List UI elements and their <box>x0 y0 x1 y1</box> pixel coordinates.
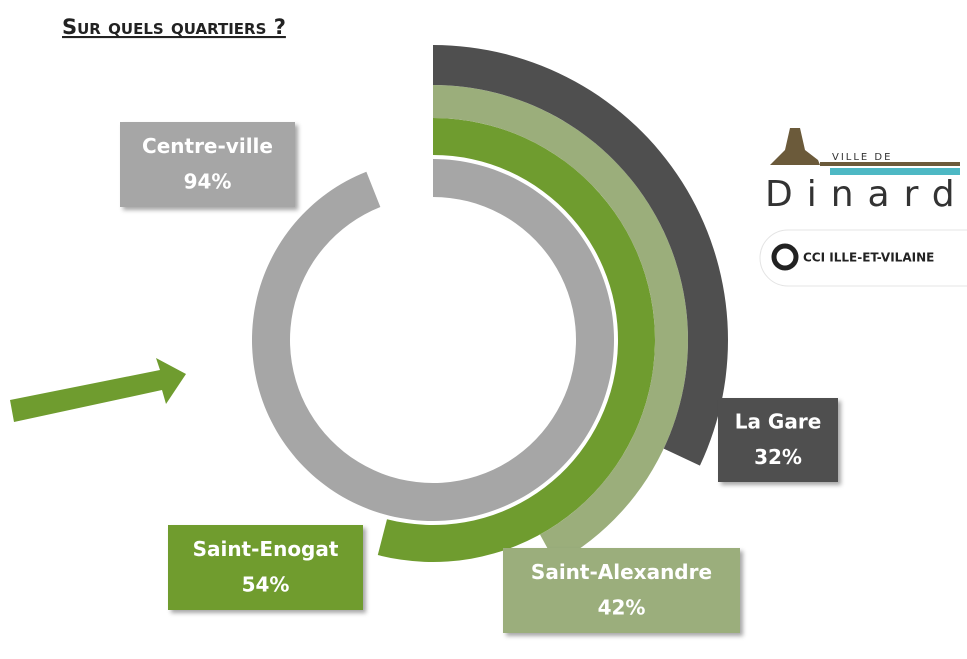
category-label: La Gare <box>735 410 822 434</box>
cci-logo: CCI ILLE-ET-VILAINE <box>759 229 967 287</box>
label-box: Centre-ville 94% <box>120 122 295 207</box>
arc <box>251 159 614 521</box>
label-bg <box>168 525 363 610</box>
chart-title: Sur quels quartiers ? <box>62 15 286 39</box>
arc <box>433 85 688 564</box>
cci-name: CCI ILLE-ET-VILAINE <box>803 251 934 265</box>
category-label: Saint-Enogat <box>193 537 339 561</box>
category-label: Centre-ville <box>142 134 273 158</box>
label-box: Saint-Alexandre 42% <box>503 548 740 633</box>
label-bg <box>503 548 740 633</box>
value-label: 54% <box>242 573 290 597</box>
arc <box>433 45 728 466</box>
value-label: 42% <box>598 596 646 620</box>
arc <box>377 118 656 562</box>
arrow <box>10 358 186 422</box>
category-label: Saint-Alexandre <box>531 560 712 584</box>
value-label: 94% <box>184 170 232 194</box>
city-name: Dinard <box>765 174 967 215</box>
label-box: La Gare 32% <box>718 398 838 482</box>
label-bg <box>120 122 295 207</box>
label-bg <box>718 398 838 482</box>
city-logo: VILLE DE Dinard <box>765 128 967 215</box>
value-label: 32% <box>754 445 802 469</box>
label-box: Saint-Enogat 54% <box>168 525 363 610</box>
city-small: VILLE DE <box>832 152 892 163</box>
